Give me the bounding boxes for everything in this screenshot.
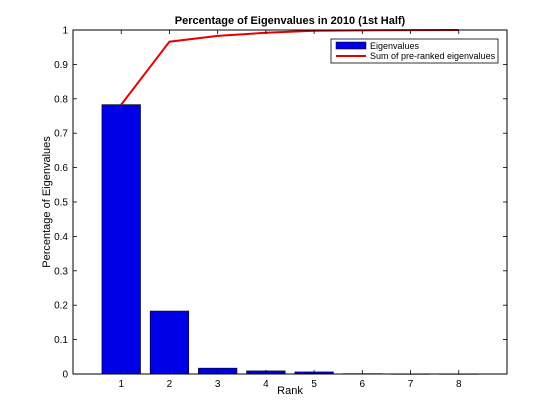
x-tick-label: 5 — [311, 379, 317, 390]
y-tick-label: 1 — [62, 26, 68, 37]
x-tick-label: 4 — [263, 379, 269, 390]
legend: Eigenvalues Sum of pre-ranked eigenvalue… — [330, 38, 499, 64]
y-tick-label: 0.9 — [54, 60, 68, 71]
x-tick-label: 3 — [215, 379, 221, 390]
y-axis-label: Percentage of Eigenvalues — [41, 136, 53, 268]
x-tick-label: 6 — [360, 379, 366, 390]
x-tick-label: 8 — [456, 379, 462, 390]
y-tick-label: 0.6 — [54, 163, 68, 174]
y-tick-label: 0.1 — [54, 335, 68, 346]
chart-title: Percentage of Eigenvalues in 2010 (1st H… — [175, 15, 406, 27]
y-tick-label: 0.7 — [54, 129, 68, 140]
y-tick-label: 0.4 — [54, 232, 68, 243]
x-tick-label: 2 — [167, 379, 173, 390]
bar-rank-2 — [149, 310, 190, 375]
legend-label-eigenvalues: Eigenvalues — [370, 41, 420, 51]
y-tick-label: 0.5 — [54, 198, 68, 209]
x-axis-label: Rank — [277, 385, 303, 397]
y-tick-label: 0.3 — [54, 266, 68, 277]
x-tick-label: 1 — [118, 379, 124, 390]
y-tick-label: 0.2 — [54, 301, 68, 312]
legend-swatch-eigenvalues — [335, 41, 367, 50]
y-tick-label: 0.8 — [54, 94, 68, 105]
bar-rank-1 — [101, 104, 141, 375]
y-tick-label: 0 — [62, 370, 68, 381]
plot-area — [73, 30, 507, 374]
x-tick-label: 7 — [408, 379, 414, 390]
legend-label-cumulative: Sum of pre-ranked eigenvalues — [370, 51, 496, 61]
